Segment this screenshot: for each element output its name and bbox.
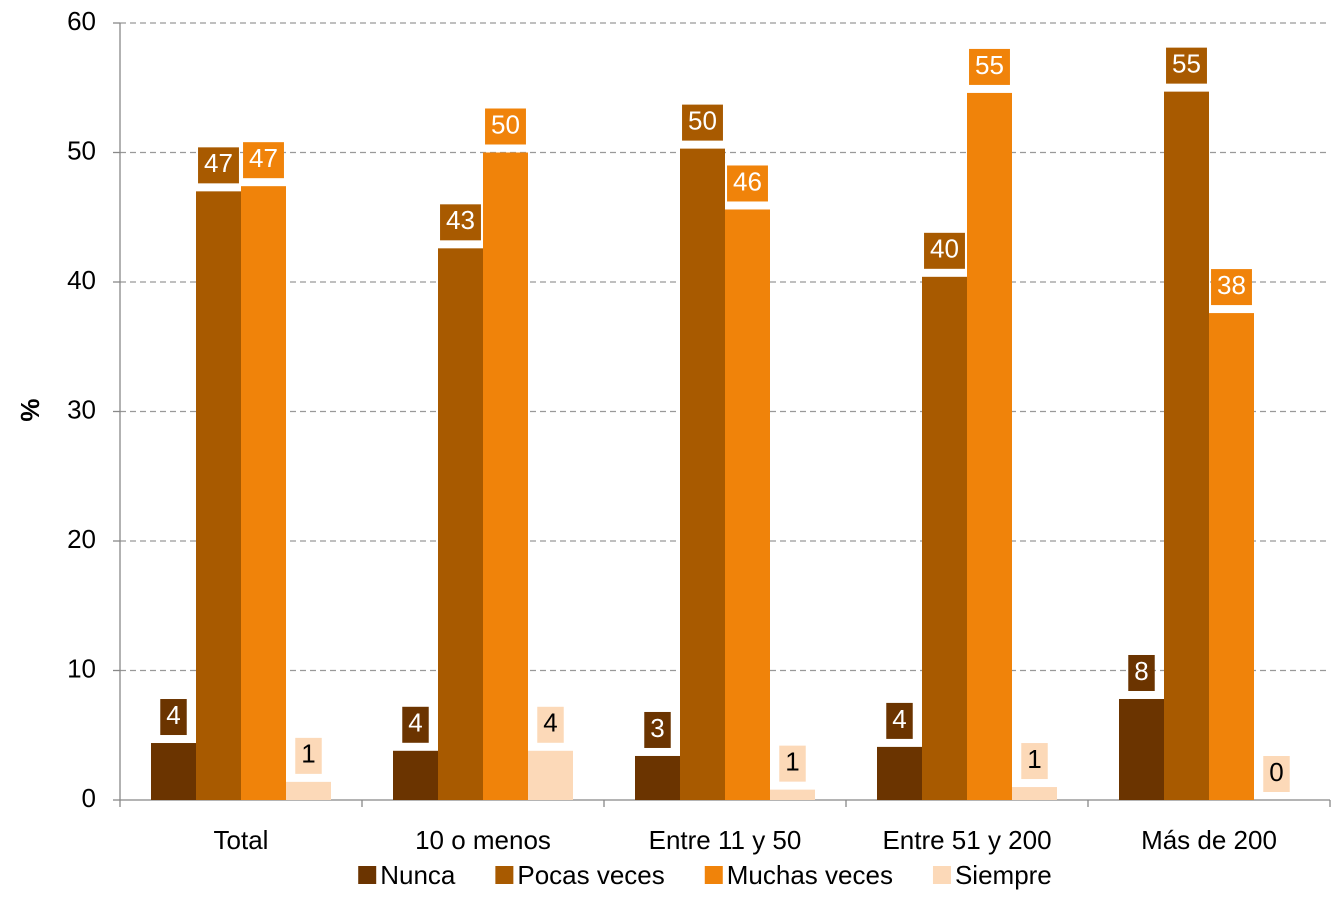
data-label-box [1166,47,1207,84]
bar [922,276,967,800]
data-label: 1 [301,739,315,769]
data-label-box [243,142,284,179]
data-label: 1 [1027,744,1041,774]
legend-swatch [495,866,514,884]
x-tick-label: 10 o menos [415,825,551,855]
data-label-box [402,706,429,743]
legend-label: Pocas veces [517,860,664,890]
data-label: 4 [543,708,557,738]
data-label: 40 [930,234,959,264]
data-label-box [1021,743,1048,780]
y-tick-label: 10 [67,653,96,683]
bar [528,750,573,800]
data-label-box [779,745,806,782]
bar [438,248,483,800]
data-label: 3 [650,713,664,743]
data-label-box [1128,654,1155,691]
data-label: 47 [249,143,278,173]
bar [1209,313,1254,800]
data-label: 43 [446,205,475,235]
data-label: 46 [733,166,762,196]
bar [286,781,331,800]
data-label-box [537,706,564,743]
data-label-box [682,104,723,141]
y-tick-label: 0 [82,783,96,813]
data-label-box [924,232,965,269]
legend-swatch [358,866,377,884]
bar [877,746,922,800]
y-tick-label: 50 [67,135,96,165]
data-label: 50 [688,105,717,135]
data-label: 1 [785,747,799,777]
bar [483,152,528,800]
bar [967,92,1012,801]
data-label-box [727,165,768,202]
data-label: 38 [1217,270,1246,300]
bar [1164,91,1209,800]
data-label-box [969,48,1010,85]
legend-swatch [932,866,951,884]
y-axis-label: % [15,398,45,421]
bar [635,755,680,800]
data-label-box [886,702,913,739]
data-label: 4 [166,700,180,730]
data-label: 47 [204,148,233,178]
data-label-box [1211,269,1252,306]
x-tick-label: Entre 51 y 200 [882,825,1051,855]
data-label: 0 [1269,757,1283,787]
data-label-box [440,204,481,241]
y-tick-label: 30 [67,394,96,424]
legend-label: Nunca [380,860,456,890]
bar [1012,787,1057,800]
x-tick-label: Más de 200 [1141,825,1277,855]
bar [1119,698,1164,800]
legend-swatch [704,866,723,884]
data-label: 4 [892,704,906,734]
data-label: 50 [491,109,520,139]
bar [151,743,196,800]
y-tick-label: 60 [67,6,96,36]
data-label: 8 [1134,656,1148,686]
data-label-box [485,108,526,145]
y-tick-label: 20 [67,524,96,554]
x-tick-label: Entre 11 y 50 [649,825,802,855]
data-label-box [198,147,239,184]
y-tick-label: 40 [67,265,96,295]
bar [196,191,241,801]
data-label-box [1263,756,1290,792]
data-label: 55 [975,50,1004,80]
bar [241,186,286,801]
legend-label: Siempre [955,860,1052,890]
data-label-box [644,711,671,748]
data-label-box [295,737,322,774]
data-label: 55 [1172,49,1201,79]
legend-label: Muchas veces [727,860,893,890]
x-tick-label: Total [214,825,269,855]
bar [393,750,438,800]
bar [725,209,770,801]
bar [770,789,815,800]
bar [680,148,725,801]
data-label: 4 [408,708,422,738]
data-label-box [160,699,187,736]
